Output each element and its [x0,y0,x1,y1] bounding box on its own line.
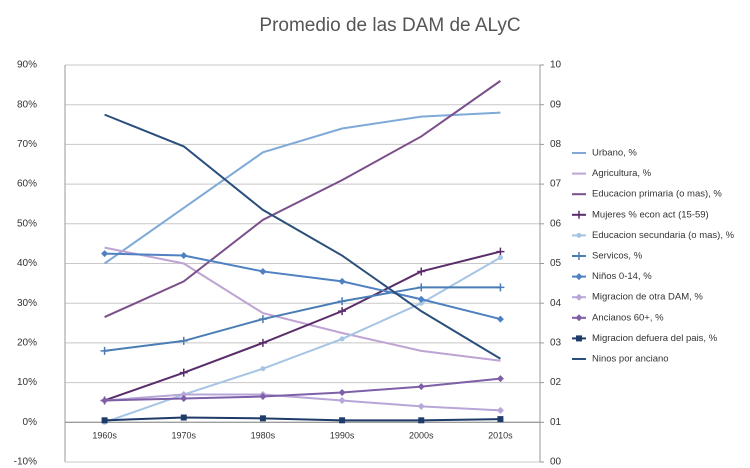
y2-tick-label: 07 [550,179,562,190]
legend-label: Ninos por anciano [592,354,669,365]
x-tick-label: 2010s [488,431,513,441]
y2-tick-label: 03 [550,338,562,349]
marker [338,396,346,404]
y-tick-label: 10% [17,377,37,388]
marker [576,335,582,342]
marker [496,375,504,383]
y-tick-label: 20% [17,338,37,349]
y2-tick-label: 04 [550,298,562,309]
marker [417,402,425,410]
legend-label: Educacion primaria (o mas), % [592,189,722,200]
marker [339,417,346,424]
x-tick-label: 1970s [171,431,196,441]
y2-tick-label: 10 [550,60,562,71]
line-series [104,80,501,319]
marker [180,391,188,399]
y2-tick-label: 00 [550,457,562,468]
y2-tick-label: 05 [550,258,562,269]
legend-label: Ancianos 60+, % [592,312,664,323]
marker [258,338,267,347]
y-tick-label: 60% [17,179,37,190]
marker [259,392,267,400]
line-series [104,393,501,412]
marker [338,307,347,316]
legend-label: Agricultura, % [592,168,652,179]
marker [101,417,108,424]
marker [575,273,583,281]
marker [496,247,505,256]
marker [258,315,267,324]
marker [496,406,504,414]
y-tick-label: 50% [17,218,37,229]
line-series [104,286,501,352]
y2-tick-label: 01 [550,417,562,428]
legend-label: Migracion de otra DAM, % [592,292,703,303]
marker [339,336,345,342]
marker [417,383,425,391]
line-series [104,250,501,402]
marker [575,252,583,260]
line-series [104,252,501,321]
x-tick-label: 1990s [330,431,355,441]
legend-label: Niños 0-14, % [592,271,652,282]
line-series [104,113,501,360]
marker [576,232,582,238]
marker [497,416,504,423]
line-series [104,111,501,265]
marker [101,250,109,258]
y-tick-label: 80% [17,99,37,110]
marker [179,368,188,377]
y-tick-label: 30% [17,298,37,309]
marker [338,297,347,306]
marker [100,346,109,355]
marker [417,267,426,276]
y-tick-label: 0% [23,417,38,428]
marker [180,414,187,421]
marker [260,366,266,372]
y-tick-label: 70% [17,139,37,150]
marker [180,252,188,260]
y-tick-label: 40% [17,258,37,269]
marker [575,210,583,219]
marker [575,314,583,322]
x-tick-label: 2000s [409,431,434,441]
legend-label: Servicos, % [592,251,643,262]
marker [101,396,109,404]
marker [179,336,188,345]
marker [259,415,266,422]
x-tick-label: 1980s [251,431,276,441]
marker [417,283,426,292]
chart-title: Promedio de las DAM de ALyC [259,15,520,36]
y2-tick-label: 06 [550,218,562,229]
y2-tick-label: 08 [550,139,562,150]
marker [496,283,505,292]
y2-tick-label: 09 [550,99,562,110]
marker [575,293,583,301]
line-series [104,246,501,362]
legend-label: Migracion defuera del pais, % [592,333,718,344]
y2-tick-label: 02 [550,377,562,388]
marker [180,394,188,402]
y-tick-label: -10% [14,457,37,468]
marker [497,255,503,261]
marker [259,267,267,275]
line-series [104,377,501,402]
marker [496,315,504,323]
line-series [104,416,501,422]
x-tick-label: 1960s [92,431,117,441]
legend-label: Mujeres % econ act (15-59) [592,209,709,220]
marker [418,300,424,306]
legend-label: Educacion secundaria (o mas), % [592,230,735,241]
marker [417,295,425,303]
marker [338,389,346,397]
legend-label: Urbano, % [592,148,637,159]
y-tick-label: 90% [17,60,37,71]
marker [418,417,425,424]
marker [338,277,346,285]
